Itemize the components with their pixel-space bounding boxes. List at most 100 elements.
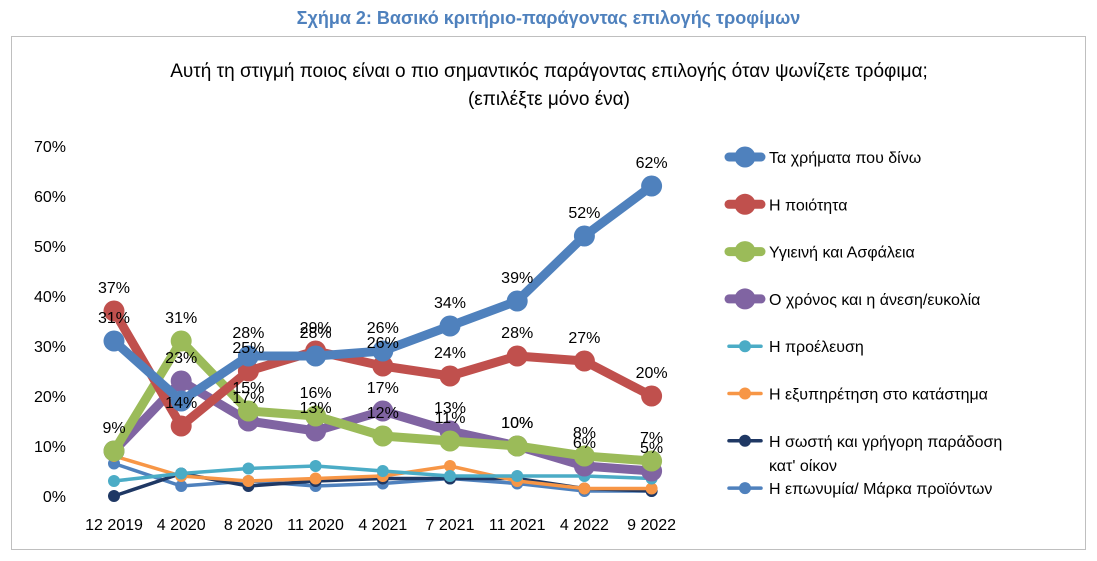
data-label: 27% bbox=[568, 330, 600, 347]
data-label: 62% bbox=[636, 155, 668, 172]
plot-area: 0% 10% 20% 30% 40% 50% 60% 70% 12 2019 4 2020 8 20… bbox=[34, 139, 676, 534]
data-point bbox=[309, 472, 322, 485]
x-tick-label: 4 2021 bbox=[358, 517, 407, 534]
legend-label: Υγιεινή και Ασφάλεια bbox=[769, 245, 915, 262]
data-label: 24% bbox=[434, 345, 466, 362]
data-point bbox=[108, 475, 120, 487]
data-point bbox=[573, 350, 595, 372]
data-point bbox=[305, 345, 327, 367]
data-label: 11% bbox=[435, 410, 466, 427]
data-point bbox=[573, 445, 595, 467]
data-label: 23% bbox=[165, 350, 197, 367]
legend: Τα χρήματα που δίνω Η ποιότητα Υγιεινή και… bbox=[724, 146, 1002, 498]
chart-title-line1: Αυτή τη στιγμή ποιος είναι ο πιο σημαντι… bbox=[170, 61, 928, 82]
legend-marker bbox=[739, 387, 751, 400]
data-point bbox=[511, 470, 524, 482]
data-point bbox=[444, 460, 456, 472]
data-point bbox=[439, 430, 461, 452]
legend-marker bbox=[739, 482, 751, 495]
data-point bbox=[641, 175, 663, 197]
data-label: 25% bbox=[232, 340, 264, 357]
y-tick-label: 50% bbox=[34, 239, 66, 256]
data-label: 39% bbox=[501, 270, 533, 287]
legend-label: Η σωστή και γρήγορη παράδοση bbox=[769, 434, 1002, 451]
data-point bbox=[309, 460, 322, 472]
data-label: 52% bbox=[568, 205, 600, 222]
data-point bbox=[242, 462, 255, 475]
data-label: 7% bbox=[640, 430, 663, 447]
data-label: 17% bbox=[367, 380, 399, 397]
data-point bbox=[372, 425, 394, 447]
data-label: 6% bbox=[573, 435, 596, 452]
data-label: 13% bbox=[300, 400, 332, 417]
data-point bbox=[108, 490, 120, 502]
x-tick-label: 11 2020 bbox=[287, 517, 344, 534]
data-point bbox=[372, 400, 394, 422]
data-point bbox=[237, 345, 259, 367]
data-label: 17% bbox=[232, 390, 264, 407]
legend-label: κατ' οίκον bbox=[769, 458, 837, 475]
data-point bbox=[305, 420, 327, 442]
data-point bbox=[175, 480, 188, 492]
y-tick-label: 40% bbox=[34, 289, 66, 306]
y-tick-label: 20% bbox=[34, 389, 66, 406]
legend-marker bbox=[734, 288, 756, 310]
legend-marker bbox=[739, 340, 751, 353]
data-label: 31% bbox=[98, 310, 130, 327]
data-point bbox=[103, 330, 125, 352]
data-label: 28% bbox=[232, 325, 264, 342]
data-label: 15% bbox=[232, 380, 264, 397]
x-tick-label: 8 2020 bbox=[224, 517, 273, 534]
data-point bbox=[103, 300, 125, 322]
data-point bbox=[645, 482, 658, 495]
data-label: 10% bbox=[501, 415, 533, 432]
y-tick-label: 70% bbox=[34, 139, 66, 156]
y-tick-label: 10% bbox=[34, 439, 66, 456]
data-label: 5% bbox=[640, 440, 663, 457]
legend-marker bbox=[734, 241, 756, 263]
data-label: 26% bbox=[367, 335, 399, 352]
data-label: 20% bbox=[636, 365, 668, 382]
y-tick-label: 30% bbox=[34, 339, 66, 356]
x-tick-label: 4 2022 bbox=[560, 517, 609, 534]
data-label: 12% bbox=[367, 405, 399, 422]
chart-title-line2: (επιλέξτε μόνο ένα) bbox=[468, 89, 630, 110]
legend-label: Η επωνυμία/ Μάρκα προϊόντων bbox=[769, 481, 992, 498]
x-tick-label: 7 2021 bbox=[426, 517, 475, 534]
data-point bbox=[578, 482, 591, 495]
legend-label: Η ποιότητα bbox=[769, 197, 848, 214]
data-label: 10% bbox=[501, 415, 533, 432]
data-label: 9% bbox=[102, 420, 125, 437]
chart-frame bbox=[11, 36, 1086, 550]
data-label: 37% bbox=[98, 280, 130, 297]
data-point bbox=[506, 435, 528, 457]
data-point bbox=[573, 225, 595, 247]
data-label: 13% bbox=[434, 400, 466, 417]
data-point bbox=[237, 400, 259, 422]
legend-marker bbox=[734, 193, 756, 215]
legend-label: Τα χρήματα που δίνω bbox=[769, 150, 921, 167]
x-tick-label: 11 2021 bbox=[489, 517, 546, 534]
data-point bbox=[372, 355, 394, 377]
y-tick-label: 0% bbox=[43, 489, 66, 506]
data-point bbox=[175, 467, 188, 480]
data-point bbox=[641, 450, 663, 472]
data-label: 8% bbox=[573, 425, 596, 442]
data-label: 34% bbox=[434, 295, 466, 312]
data-point bbox=[439, 315, 461, 337]
y-tick-label: 60% bbox=[34, 189, 66, 206]
data-point bbox=[506, 345, 528, 367]
data-label: 14% bbox=[165, 395, 197, 412]
data-point bbox=[170, 330, 192, 352]
legend-marker bbox=[734, 146, 756, 168]
data-label: 28% bbox=[501, 325, 533, 342]
legend-label: Η εξυπηρέτηση στο κατάστημα bbox=[769, 387, 988, 404]
data-point bbox=[170, 415, 192, 437]
data-label: 31% bbox=[165, 310, 197, 327]
figure-caption: Σχήμα 2: Βασικό κριτήριο-παράγοντας επιλ… bbox=[296, 8, 801, 28]
data-point bbox=[376, 465, 389, 477]
data-point bbox=[103, 440, 125, 462]
data-label: 29% bbox=[300, 320, 332, 337]
legend-label: Ο χρόνος και η άνεση/ευκολία bbox=[769, 292, 980, 309]
